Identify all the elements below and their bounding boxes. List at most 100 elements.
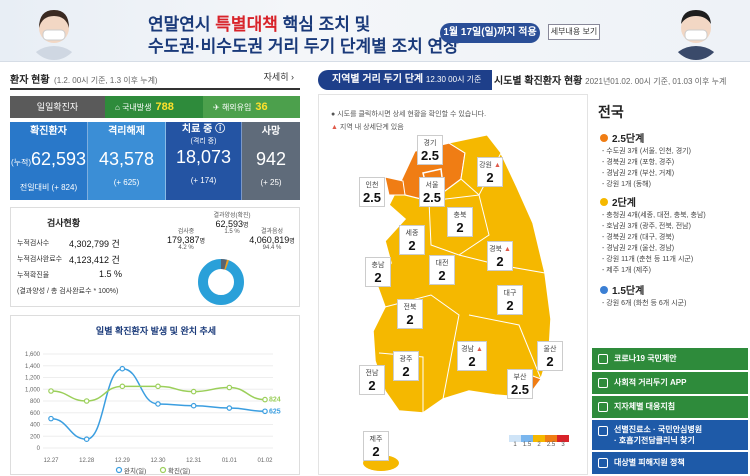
level-item: - 충청권 4개(세종, 대전, 충북, 충남) xyxy=(602,212,706,219)
region-gyeongnam[interactable]: 경남 ▲ 2 xyxy=(457,341,487,371)
map-info-1: ● 시도를 클릭하시면 상세 현황을 확인할 수 있습니다. xyxy=(331,111,487,118)
document-icon xyxy=(598,402,608,412)
region-daegu[interactable]: 대구 2 xyxy=(497,285,523,315)
data-point xyxy=(262,396,268,403)
region-seoul[interactable]: 서울 2.5 xyxy=(419,177,445,207)
y-tick-label: 600 xyxy=(30,411,41,417)
region-gyeonggi[interactable]: 경기 2.5 xyxy=(417,135,443,165)
status-detail-link[interactable]: 자세히 › xyxy=(263,72,294,82)
daily-confirmed-bar: 일일확진자 ⌂ 국내발생 788 ✈ 해외유입 36 xyxy=(10,96,300,118)
map-info-2: ▲ 지역 내 상세단계 있음 xyxy=(331,124,404,131)
test-donut-chart xyxy=(198,259,244,305)
test-note: (결과양성 / 총 검사완료수 * 100%) xyxy=(17,288,119,295)
x-tick-label: 12.28 xyxy=(79,458,95,464)
region-chungnam[interactable]: 충남 2 xyxy=(365,257,391,287)
daily-label: 일일확진자 xyxy=(10,96,105,118)
level-scale: 1 1.5 2 2.5 3 xyxy=(509,435,569,448)
level-1-5-heading: 1.5단계 xyxy=(600,282,644,297)
legend-label: 확진(일) xyxy=(168,466,190,475)
banner-detail-button[interactable]: 세부내용 보기 xyxy=(548,24,600,40)
link-app-button[interactable]: 사회적 거리두기 APP xyxy=(592,372,748,394)
y-tick-label: 0 xyxy=(37,446,41,452)
y-tick-label: 1,000 xyxy=(25,387,41,393)
region-jeonbuk[interactable]: 전북 2 xyxy=(397,299,423,329)
region-sejong[interactable]: 세종 2 xyxy=(399,225,425,255)
person-image-right xyxy=(672,10,720,60)
status-title: 환자 현황 xyxy=(10,75,50,86)
legend-marker xyxy=(115,466,123,474)
data-point xyxy=(226,405,233,411)
region-gwangju[interactable]: 광주 2 xyxy=(393,351,419,381)
x-tick-label: 12.27 xyxy=(43,458,59,464)
level-item: - 경남권 2개 (부산, 거제) xyxy=(602,170,675,177)
y-tick-label: 1,400 xyxy=(25,364,41,370)
data-point xyxy=(155,383,161,390)
region-gangwon[interactable]: 강원 ▲ 2 xyxy=(477,157,503,187)
banner-badge: 1월 17일(일)까지 적용 xyxy=(440,23,540,43)
level-item: - 경북권 2개 (포항, 경주) xyxy=(602,159,675,166)
domestic-count: ⌂ 국내발생 788 xyxy=(105,96,203,118)
data-point xyxy=(119,365,126,372)
level-item: - 호남권 3개 (광주, 전북, 전남) xyxy=(602,223,691,230)
chart-title: 일별 확진환자 발생 및 완치 추세 xyxy=(95,326,217,336)
data-point xyxy=(83,398,90,404)
test-row-value: 4,123,412 건 xyxy=(69,255,120,265)
data-point xyxy=(119,383,126,390)
level-item: - 강원 6개 (화천 등 6개 시군) xyxy=(602,300,687,307)
released-stat: 격리해제 43,578 (+ 625) xyxy=(88,122,166,200)
x-tick-label: 12.29 xyxy=(115,458,131,464)
data-point xyxy=(190,402,197,409)
level-item: - 강원 1개 (동해) xyxy=(602,181,651,188)
data-point xyxy=(155,401,161,407)
test-row-label: 누적검사수 xyxy=(17,240,50,247)
region-chungbuk[interactable]: 충북 2 xyxy=(447,207,473,237)
region-ulsan[interactable]: 울산 2 xyxy=(537,341,563,371)
test-row-label: 누적검사완료수 xyxy=(17,256,63,263)
proposal-icon xyxy=(598,354,608,364)
y-tick-label: 800 xyxy=(30,399,41,405)
testing-stat: 검사중 179,387명 4.2 % xyxy=(166,229,206,251)
x-tick-label: 01.02 xyxy=(257,458,273,464)
data-point xyxy=(48,415,54,422)
tab-regional-confirmed[interactable]: 시도별 확진환자 현황 2021년01.02. 00시 기준, 01.03 이후… xyxy=(494,76,727,87)
y-tick-label: 200 xyxy=(30,434,41,440)
level-item: - 수도권 3개 (서울, 인천, 경기) xyxy=(602,148,691,155)
confirmed-stat: 확진환자 (누적)62,593 전일대비 (+ 824) xyxy=(10,122,88,200)
x-tick-label: 12.30 xyxy=(150,458,166,464)
y-tick-label: 400 xyxy=(30,423,41,429)
support-icon xyxy=(598,458,608,468)
region-jeonnam[interactable]: 전남 2 xyxy=(359,365,385,395)
test-row-value: 1.5 % xyxy=(99,269,123,279)
tab-distancing-level[interactable]: 지역별 거리 두기 단계 12.30 00시 기준 xyxy=(318,70,492,90)
hospital-icon xyxy=(598,426,608,436)
link-proposal-button[interactable]: 코로나19 국민제안 xyxy=(592,348,748,370)
link-guideline-button[interactable]: 지자체별 대응지침 xyxy=(592,396,748,418)
link-clinic-button[interactable]: 선별진료소 · 국민안심병원 · 호흡기전담클리닉 찾기 xyxy=(592,420,748,450)
summary-stats: 확진환자 (누적)62,593 전일대비 (+ 824) 격리해제 43,578… xyxy=(10,122,300,200)
data-point xyxy=(190,388,197,395)
nation-title: 전국 xyxy=(598,104,624,120)
region-daejeon[interactable]: 대전 2 xyxy=(429,255,455,285)
banner-title-line2: 수도권·비수도권 거리 두기 단계별 조치 연장 xyxy=(148,37,459,56)
level-item: - 강원 11개 (춘천 등 11개 시군) xyxy=(602,256,694,263)
data-point xyxy=(226,384,233,391)
region-jeju[interactable]: 제주 2 xyxy=(363,431,389,461)
region-busan[interactable]: 부산 2.5 xyxy=(507,369,533,399)
top-banner[interactable]: 연말연시 특별대책 핵심 조치 및 수도권·비수도권 거리 두기 단계별 조치 … xyxy=(0,0,750,62)
data-point xyxy=(83,436,90,442)
daily-trend-chart-box: 일별 확진환자 발생 및 완치 추세 0 200 400 600 800 1,000 1,2… xyxy=(10,315,300,475)
test-row-value: 4,302,799 건 xyxy=(69,239,120,249)
national-level-summary: 전국 2.5단계 - 수도권 3개 (서울, 인천, 경기) - 경북권 2개 … xyxy=(592,94,748,475)
x-tick-label: 01.01 xyxy=(222,458,238,464)
end-value-label: 824 xyxy=(269,397,281,404)
region-gyeongbuk[interactable]: 경북 ▲ 2 xyxy=(487,241,513,271)
data-point xyxy=(262,408,268,415)
trend-line-chart: 0 200 400 600 800 1,000 1,200 1,400 1,600 12.27 12… xyxy=(25,352,281,475)
level-item: - 제주 1개 (제주) xyxy=(602,267,651,274)
region-incheon[interactable]: 인천 2.5 xyxy=(359,177,385,207)
legend-label: 완치(일) xyxy=(124,466,146,475)
status-subtitle: (1.2. 00시 기준, 1.3 이후 누계) xyxy=(54,76,158,85)
y-tick-label: 1,200 xyxy=(25,376,41,382)
legend-marker xyxy=(159,466,167,474)
link-support-button[interactable]: 대상별 피해지원 정책 xyxy=(592,452,748,474)
